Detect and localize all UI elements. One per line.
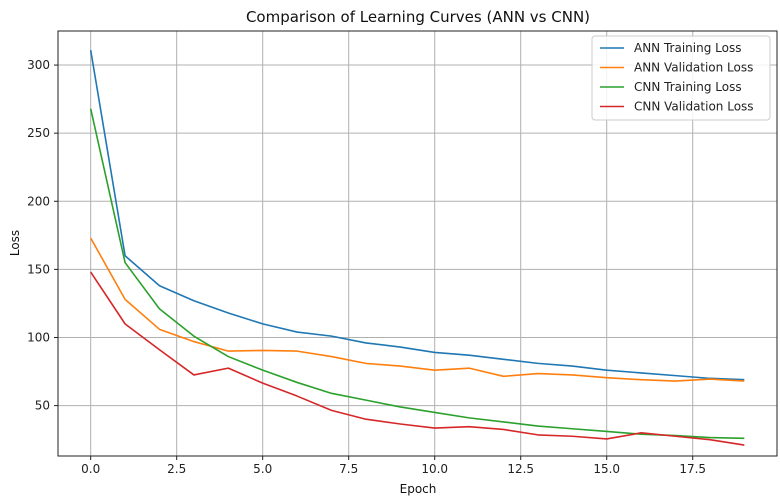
y-tick-label: 200 <box>27 194 50 208</box>
x-axis-label: Epoch <box>400 482 437 496</box>
x-tick-label: 12.5 <box>507 462 534 476</box>
legend-label: ANN Training Loss <box>634 41 741 55</box>
y-tick-label: 150 <box>27 262 50 276</box>
x-tick-label: 7.5 <box>339 462 358 476</box>
x-axis-ticks: 0.0 2.5 5.0 7.5 10.0 12.5 15.0 17.5 <box>81 456 706 476</box>
series-line-ann-validation-loss <box>89 237 745 382</box>
y-axis-label: Loss <box>8 230 22 256</box>
x-tick-label: 2.5 <box>167 462 186 476</box>
chart-title: Comparison of Learning Curves (ANN vs CN… <box>246 8 590 26</box>
legend-box <box>591 35 771 121</box>
legend-label: CNN Training Loss <box>634 80 742 94</box>
series-line-cnn-training-loss <box>89 108 745 440</box>
x-tick-label: 15.0 <box>593 462 620 476</box>
x-tick-label: 10.0 <box>421 462 448 476</box>
x-tick-label: 5.0 <box>253 462 272 476</box>
y-tick-label: 300 <box>27 58 50 72</box>
y-tick-label: 50 <box>35 399 50 413</box>
plot-area <box>57 30 778 457</box>
y-tick-label: 100 <box>27 330 50 344</box>
series-line-ann-training-loss <box>89 49 745 381</box>
legend-label: CNN Validation Loss <box>634 100 754 114</box>
y-axis-ticks: 50 100 150 200 250 300 <box>27 58 58 413</box>
y-tick-label: 250 <box>27 126 50 140</box>
x-tick-label: 0.0 <box>81 462 100 476</box>
legend-label: ANN Validation Loss <box>634 61 753 75</box>
legend: ANN Training Loss ANN Validation Loss CNN … <box>591 35 771 121</box>
series-lines <box>89 49 745 446</box>
x-tick-label: 17.5 <box>679 462 706 476</box>
series-line-cnn-validation-loss <box>90 271 745 446</box>
